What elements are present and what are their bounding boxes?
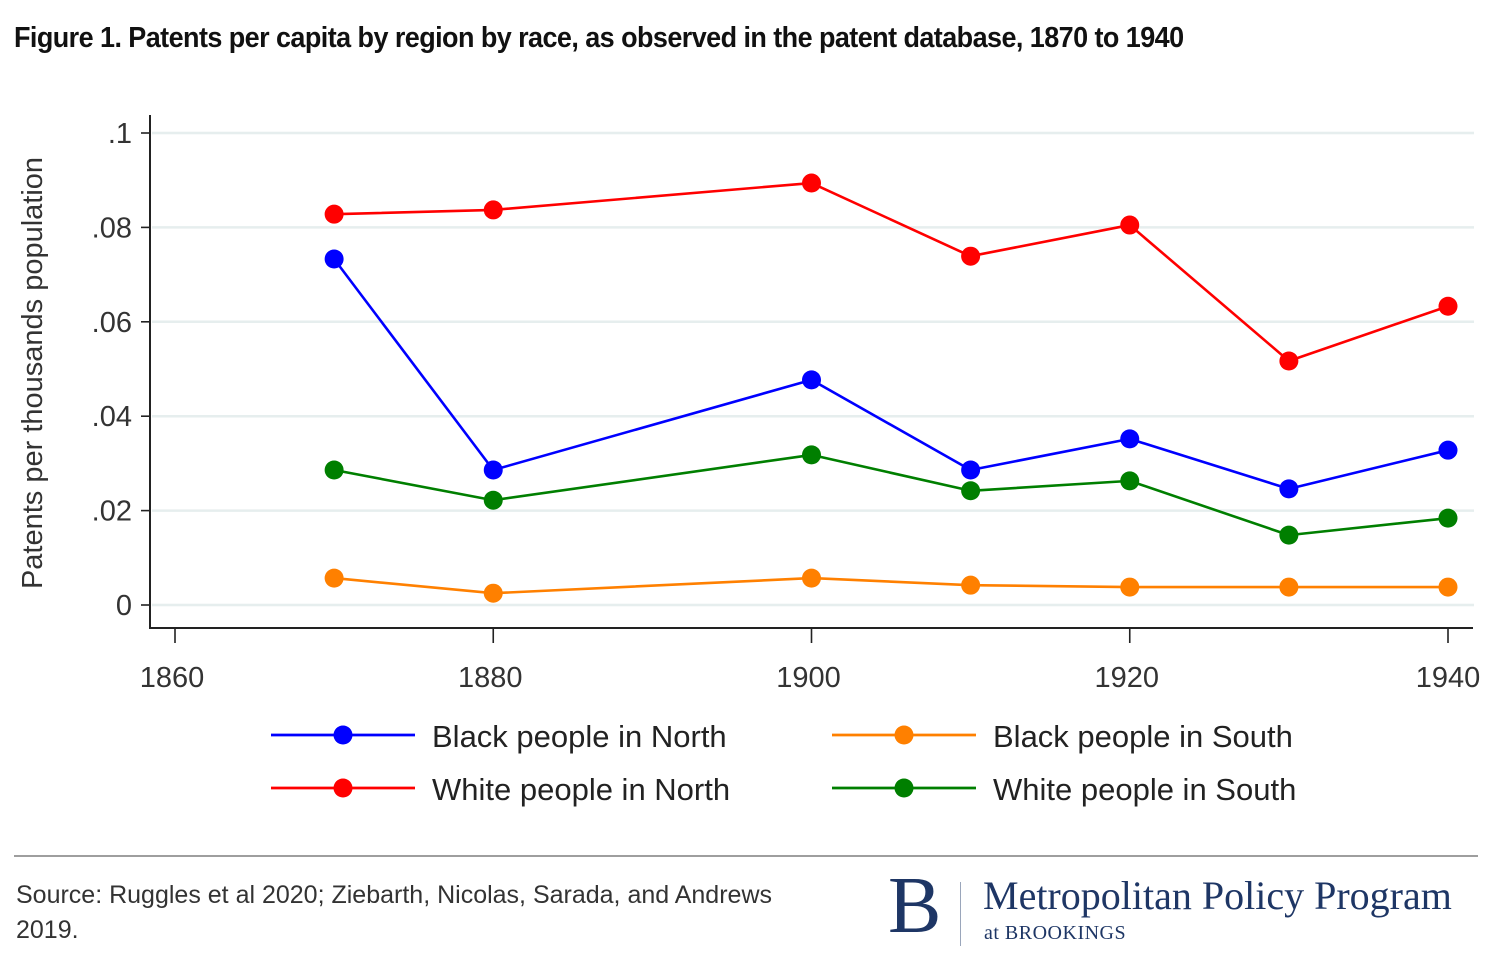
x-tick-label: 1920: [1094, 662, 1159, 694]
y-axis-title: Patents per thousands population: [17, 157, 49, 589]
y-tick-label: .04: [92, 401, 132, 433]
data-point: [802, 568, 821, 588]
data-point: [1438, 508, 1458, 528]
y-tick-label: .06: [92, 307, 132, 339]
data-point: [802, 445, 821, 465]
legend-label: White people in South: [993, 772, 1296, 807]
data-point: [961, 246, 981, 266]
y-tick-label: .02: [92, 496, 132, 528]
data-point: [802, 370, 821, 390]
x-tick-label: 1940: [1416, 662, 1481, 694]
logo-subtitle: at BROOKINGS: [984, 922, 1127, 944]
legend-marker: [894, 778, 914, 798]
data-point: [1120, 471, 1140, 491]
y-tick-label: 0: [116, 590, 132, 622]
data-point: [961, 575, 981, 595]
legend-item: Black people in South: [832, 719, 1293, 754]
line-chart: 0 .02 .04 .06 .08 .1 1860 1880 1900 1920 1940 Pat…: [17, 115, 1481, 807]
y-axis-ticks: 0 .02 .04 .06 .08 .1: [92, 118, 150, 622]
legend-marker: [894, 725, 914, 745]
logo-divider: [960, 882, 961, 946]
legend-item: White people in North: [271, 772, 730, 807]
data-point: [1279, 525, 1299, 545]
x-tick-label: 1900: [776, 662, 841, 694]
data-point: [324, 249, 344, 269]
series-black-people-in-north: [324, 249, 1458, 499]
legend-label: Black people in North: [432, 719, 727, 754]
data-point: [1438, 577, 1458, 597]
data-point: [483, 460, 503, 480]
logo-letter: B: [888, 862, 942, 950]
data-point: [802, 173, 821, 193]
data-point: [1438, 296, 1458, 316]
series-black-people-in-south: [324, 568, 1458, 603]
data-point: [1279, 479, 1299, 499]
data-point: [324, 568, 344, 588]
legend-label: White people in North: [432, 772, 730, 807]
legend-item: White people in South: [832, 772, 1296, 807]
data-point: [1120, 429, 1140, 449]
data-point: [1120, 215, 1140, 235]
data-point: [483, 490, 503, 510]
logo-program-name: Metropolitan Policy Program: [983, 873, 1452, 918]
series-white-people-in-south: [324, 445, 1458, 545]
data-point: [1120, 577, 1140, 597]
data-point: [324, 460, 344, 480]
divider: [14, 855, 1478, 857]
legend-marker: [333, 778, 353, 798]
data-point: [1279, 351, 1299, 371]
legend: Black people in North Black people in Sou…: [271, 719, 1296, 807]
y-tick-label: .1: [108, 118, 132, 150]
gridlines: [152, 131, 1474, 607]
data-point: [483, 583, 503, 603]
y-tick-label: .08: [92, 212, 132, 244]
series-white-people-in-north: [324, 173, 1458, 371]
legend-marker: [333, 725, 353, 745]
x-tick-label: 1880: [458, 662, 523, 694]
series-group: [324, 173, 1458, 603]
chart-title: Figure 1. Patents per capita by region b…: [14, 22, 1184, 54]
data-point: [1279, 577, 1299, 597]
source-note: Source: Ruggles et al 2020; Ziebarth, Ni…: [16, 881, 772, 944]
data-point: [324, 204, 344, 224]
data-point: [961, 460, 981, 480]
series-line: [333, 258, 1449, 491]
legend-label: Black people in South: [993, 719, 1293, 754]
legend-item: Black people in North: [271, 719, 727, 754]
x-axis-ticks: 1860 1880 1900 1920 1940: [140, 628, 1481, 694]
data-point: [483, 200, 503, 220]
data-point: [1438, 440, 1458, 460]
x-tick-label: 1860: [140, 662, 205, 694]
data-point: [961, 481, 981, 501]
